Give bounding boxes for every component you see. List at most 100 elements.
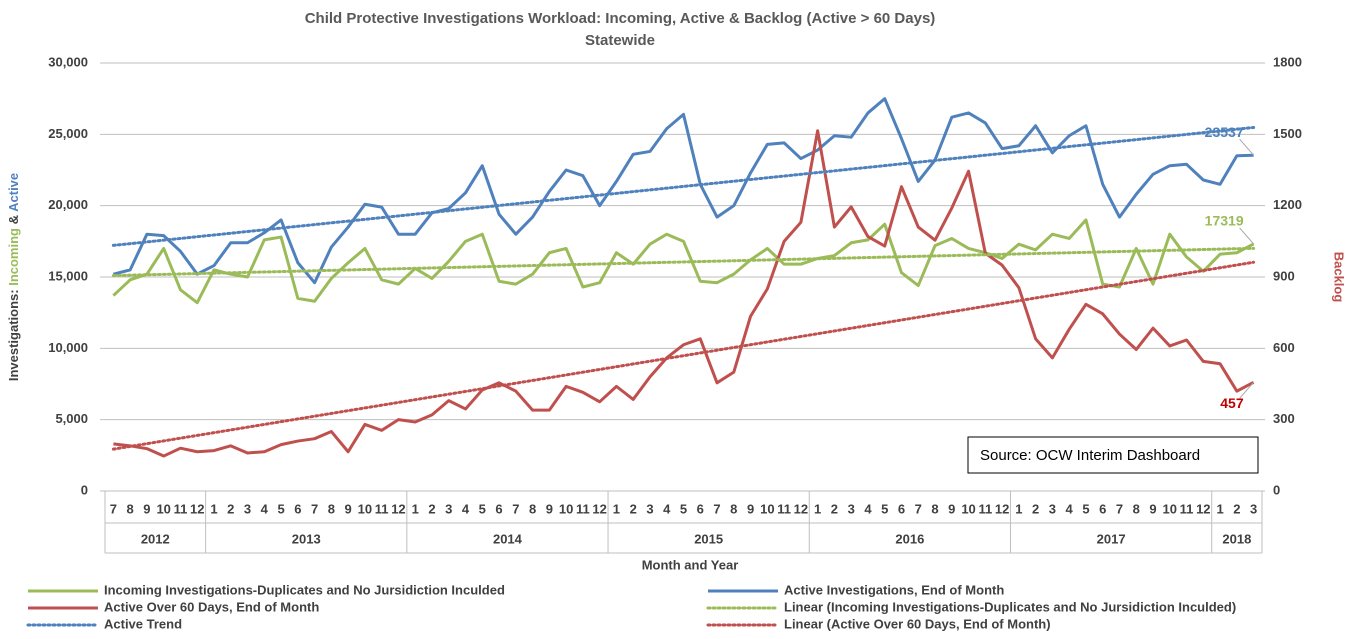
x-tick-label: 12: [794, 501, 808, 516]
x-tick-label: 6: [1099, 501, 1106, 516]
x-tick-label: 6: [898, 501, 905, 516]
legend-label: Active Over 60 Days, End of Month: [104, 599, 319, 614]
x-tick-label: 11: [777, 501, 791, 516]
x-group-label: 2012: [141, 531, 170, 546]
y-axis-label: Investigations: Incoming & Active: [6, 173, 21, 381]
x-tick-label: 11: [1180, 501, 1194, 516]
y2-tick-label: 900: [1273, 268, 1295, 283]
x-tick-label: 12: [190, 501, 204, 516]
x-tick-label: 11: [375, 501, 389, 516]
x-group-label: 2018: [1222, 531, 1251, 546]
x-tick-label: 4: [864, 501, 872, 516]
x-tick-label: 3: [1250, 501, 1257, 516]
series-line: [113, 129, 1255, 458]
y2-tick-label: 1800: [1273, 54, 1302, 69]
x-tick-label: 2: [630, 501, 637, 516]
x-tick-label: 5: [680, 501, 687, 516]
x-group-label: 2017: [1097, 531, 1126, 546]
x-group-label: 2013: [292, 531, 321, 546]
x-tick-label: 10: [760, 501, 774, 516]
x-tick-label: 12: [592, 501, 606, 516]
x-group-label: 2016: [895, 531, 924, 546]
x-group-label: 2014: [493, 531, 523, 546]
y-tick-label: 20,000: [48, 197, 88, 212]
x-tick-label: 7: [713, 501, 720, 516]
y-axis-label-part: Incoming: [6, 228, 21, 286]
trend-line: [111, 246, 1256, 278]
x-tick-label: 10: [1163, 501, 1177, 516]
series-line: [112, 218, 1255, 305]
legend-label: Linear (Incoming Investigations-Duplicat…: [784, 599, 1236, 614]
x-tick-label: 8: [730, 501, 737, 516]
x-tick-label: 1: [613, 501, 620, 516]
x-tick-label: 9: [345, 501, 352, 516]
x-tick-label: 9: [546, 501, 553, 516]
x-tick-label: 3: [646, 501, 653, 516]
x-tick-label: 3: [445, 501, 452, 516]
series-line: [113, 97, 1254, 285]
y-axis-label-part: &: [6, 212, 21, 228]
x-tick-label: 10: [961, 501, 975, 516]
x-tick-label: 4: [261, 501, 269, 516]
x-tick-label: 12: [391, 501, 405, 516]
annotation-box: [967, 436, 1259, 474]
x-tick-label: 5: [881, 501, 888, 516]
x-tick-label: 5: [479, 501, 486, 516]
y2-axis-label: Backlog: [1332, 252, 1347, 303]
y-axis-label-part: Active: [6, 173, 21, 212]
y-tick-label: 30,000: [48, 54, 88, 69]
y2-tick-label: 600: [1273, 340, 1295, 355]
x-tick-label: 9: [747, 501, 754, 516]
chart-title: Child Protective Investigations Workload…: [305, 10, 936, 27]
trend-line: [111, 260, 1256, 451]
x-tick-label: 2: [1032, 501, 1039, 516]
x-tick-label: 8: [328, 501, 335, 516]
label-leader: [1239, 138, 1254, 156]
y2-tick-label: 300: [1273, 411, 1295, 426]
x-tick-label: 5: [1082, 501, 1089, 516]
x-tick-label: 10: [358, 501, 372, 516]
x-tick-label: 8: [529, 501, 536, 516]
x-tick-label: 8: [127, 501, 134, 516]
x-tick-label: 3: [848, 501, 855, 516]
x-tick-label: 4: [663, 501, 671, 516]
x-tick-label: 7: [110, 501, 117, 516]
x-tick-label: 1: [814, 501, 821, 516]
y2-tick-label: 1200: [1273, 197, 1302, 212]
x-tick-label: 6: [697, 501, 704, 516]
legend-label: Active Investigations, End of Month: [784, 582, 1004, 597]
x-tick-label: 1: [1216, 501, 1223, 516]
x-axis-label: Month and Year: [642, 557, 739, 572]
x-tick-label: 9: [143, 501, 150, 516]
x-tick-label: 7: [311, 501, 318, 516]
x-tick-label: 6: [294, 501, 301, 516]
x-tick-label: 2: [428, 501, 435, 516]
x-tick-label: 11: [576, 501, 590, 516]
x-tick-label: 11: [174, 501, 188, 516]
x-tick-label: 6: [495, 501, 502, 516]
y-tick-label: 15,000: [48, 268, 88, 283]
x-tick-label: 7: [512, 501, 519, 516]
x-tick-label: 3: [1049, 501, 1056, 516]
x-tick-label: 2: [227, 501, 234, 516]
legend-label: Incoming Investigations-Duplicates and N…: [104, 582, 505, 597]
data-label: 457: [1220, 395, 1244, 411]
x-tick-label: 8: [1133, 501, 1140, 516]
x-tick-label: 9: [948, 501, 955, 516]
y-axis-label-part: Investigations:: [6, 286, 21, 381]
x-tick-label: 7: [1116, 501, 1123, 516]
x-tick-label: 11: [978, 501, 992, 516]
y-tick-label: 5,000: [55, 411, 88, 426]
legend-label: Active Trend: [104, 616, 182, 631]
y-tick-label: 0: [81, 482, 88, 497]
y2-tick-label: 0: [1273, 482, 1280, 497]
trend-line: [111, 125, 1256, 247]
chart-subtitle: Statewide: [585, 32, 655, 49]
legend-label: Linear (Active Over 60 Days, End of Mont…: [784, 616, 1051, 631]
x-tick-label: 12: [1196, 501, 1210, 516]
x-tick-label: 3: [244, 501, 251, 516]
x-tick-label: 1: [412, 501, 419, 516]
x-tick-label: 7: [915, 501, 922, 516]
x-tick-label: 8: [931, 501, 938, 516]
